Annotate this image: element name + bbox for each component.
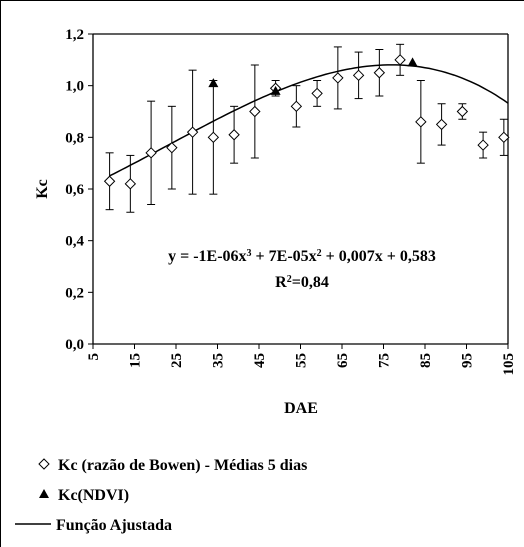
y-tick-label: 1,2 — [65, 27, 84, 43]
x-tick-label: 75 — [377, 353, 393, 368]
ndvi-series — [208, 57, 418, 95]
x-tick-label: 95 — [460, 353, 476, 368]
bowen-point — [352, 69, 365, 82]
bowen-point — [332, 72, 344, 84]
bowen-series — [103, 54, 510, 190]
x-tick-label: 55 — [294, 353, 310, 368]
bowen-point — [166, 141, 178, 154]
legend-item-ndvi: Kc(NDVI) — [39, 487, 129, 504]
x-tick-label: 65 — [335, 353, 351, 368]
chart-axes — [92, 33, 509, 345]
x-tick-label: 105 — [501, 353, 517, 376]
equation-label: y = -1E-06x3 + 7E-05x2 + 0,007x + 0,583 — [168, 248, 436, 266]
legend-label-ndvi: Kc(NDVI) — [58, 487, 129, 504]
bowen-point — [498, 131, 510, 144]
legend-triangle-marker — [39, 489, 49, 498]
bowen-point — [456, 105, 469, 118]
y-tick-label: 0,6 — [65, 182, 84, 198]
error-bars — [105, 43, 508, 213]
legend-item-fit: Função Ajustada — [15, 517, 172, 534]
x-tick-label: 45 — [252, 353, 268, 368]
x-tick-label: 25 — [169, 353, 185, 368]
legend: Kc (razão de Bowen) - Médias 5 dias Kc(N… — [15, 457, 307, 534]
fitted-curve — [109, 64, 509, 177]
bowen-point — [373, 67, 386, 79]
ndvi-point — [208, 78, 219, 88]
bowen-point — [415, 116, 427, 128]
y-tick-label: 0,8 — [65, 130, 84, 146]
bowen-point — [145, 147, 157, 159]
y-axis-title: Kc — [34, 179, 51, 199]
legend-item-bowen: Kc (razão de Bowen) - Médias 5 dias — [38, 457, 307, 474]
y-ticks: 0,0 0,2 0,4 0,6 0,8 1,0 1,2 — [65, 27, 93, 353]
x-tick-label: 5 — [86, 353, 102, 361]
bowen-point — [311, 87, 323, 100]
legend-label-fit: Função Ajustada — [56, 517, 172, 534]
bowen-point — [186, 126, 199, 138]
y-tick-label: 0,2 — [65, 285, 84, 301]
bowen-point — [394, 54, 406, 66]
bowen-point — [228, 129, 240, 141]
bowen-point — [435, 118, 448, 131]
legend-diamond-marker — [38, 458, 50, 470]
bowen-point — [249, 105, 261, 118]
bowen-point — [290, 100, 303, 113]
x-tick-label: 85 — [418, 353, 434, 368]
x-axis-title: DAE — [284, 400, 318, 417]
x-ticks: 5 15 25 35 45 55 65 75 85 95 105 — [86, 344, 517, 376]
ndvi-point — [407, 57, 418, 67]
ndvi-point — [270, 85, 281, 95]
y-tick-label: 0,4 — [65, 234, 84, 250]
x-tick-label: 15 — [128, 353, 144, 368]
x-tick-label: 35 — [211, 353, 227, 368]
bowen-point — [207, 131, 220, 144]
bowen-point — [124, 178, 137, 190]
legend-label-bowen: Kc (razão de Bowen) - Médias 5 dias — [58, 457, 307, 474]
bowen-point — [103, 175, 116, 187]
y-tick-label: 1,0 — [65, 79, 84, 95]
y-tick-label: 0,0 — [65, 337, 84, 353]
r-squared-label: R2=0,84 — [275, 274, 329, 292]
bowen-point — [477, 139, 489, 151]
